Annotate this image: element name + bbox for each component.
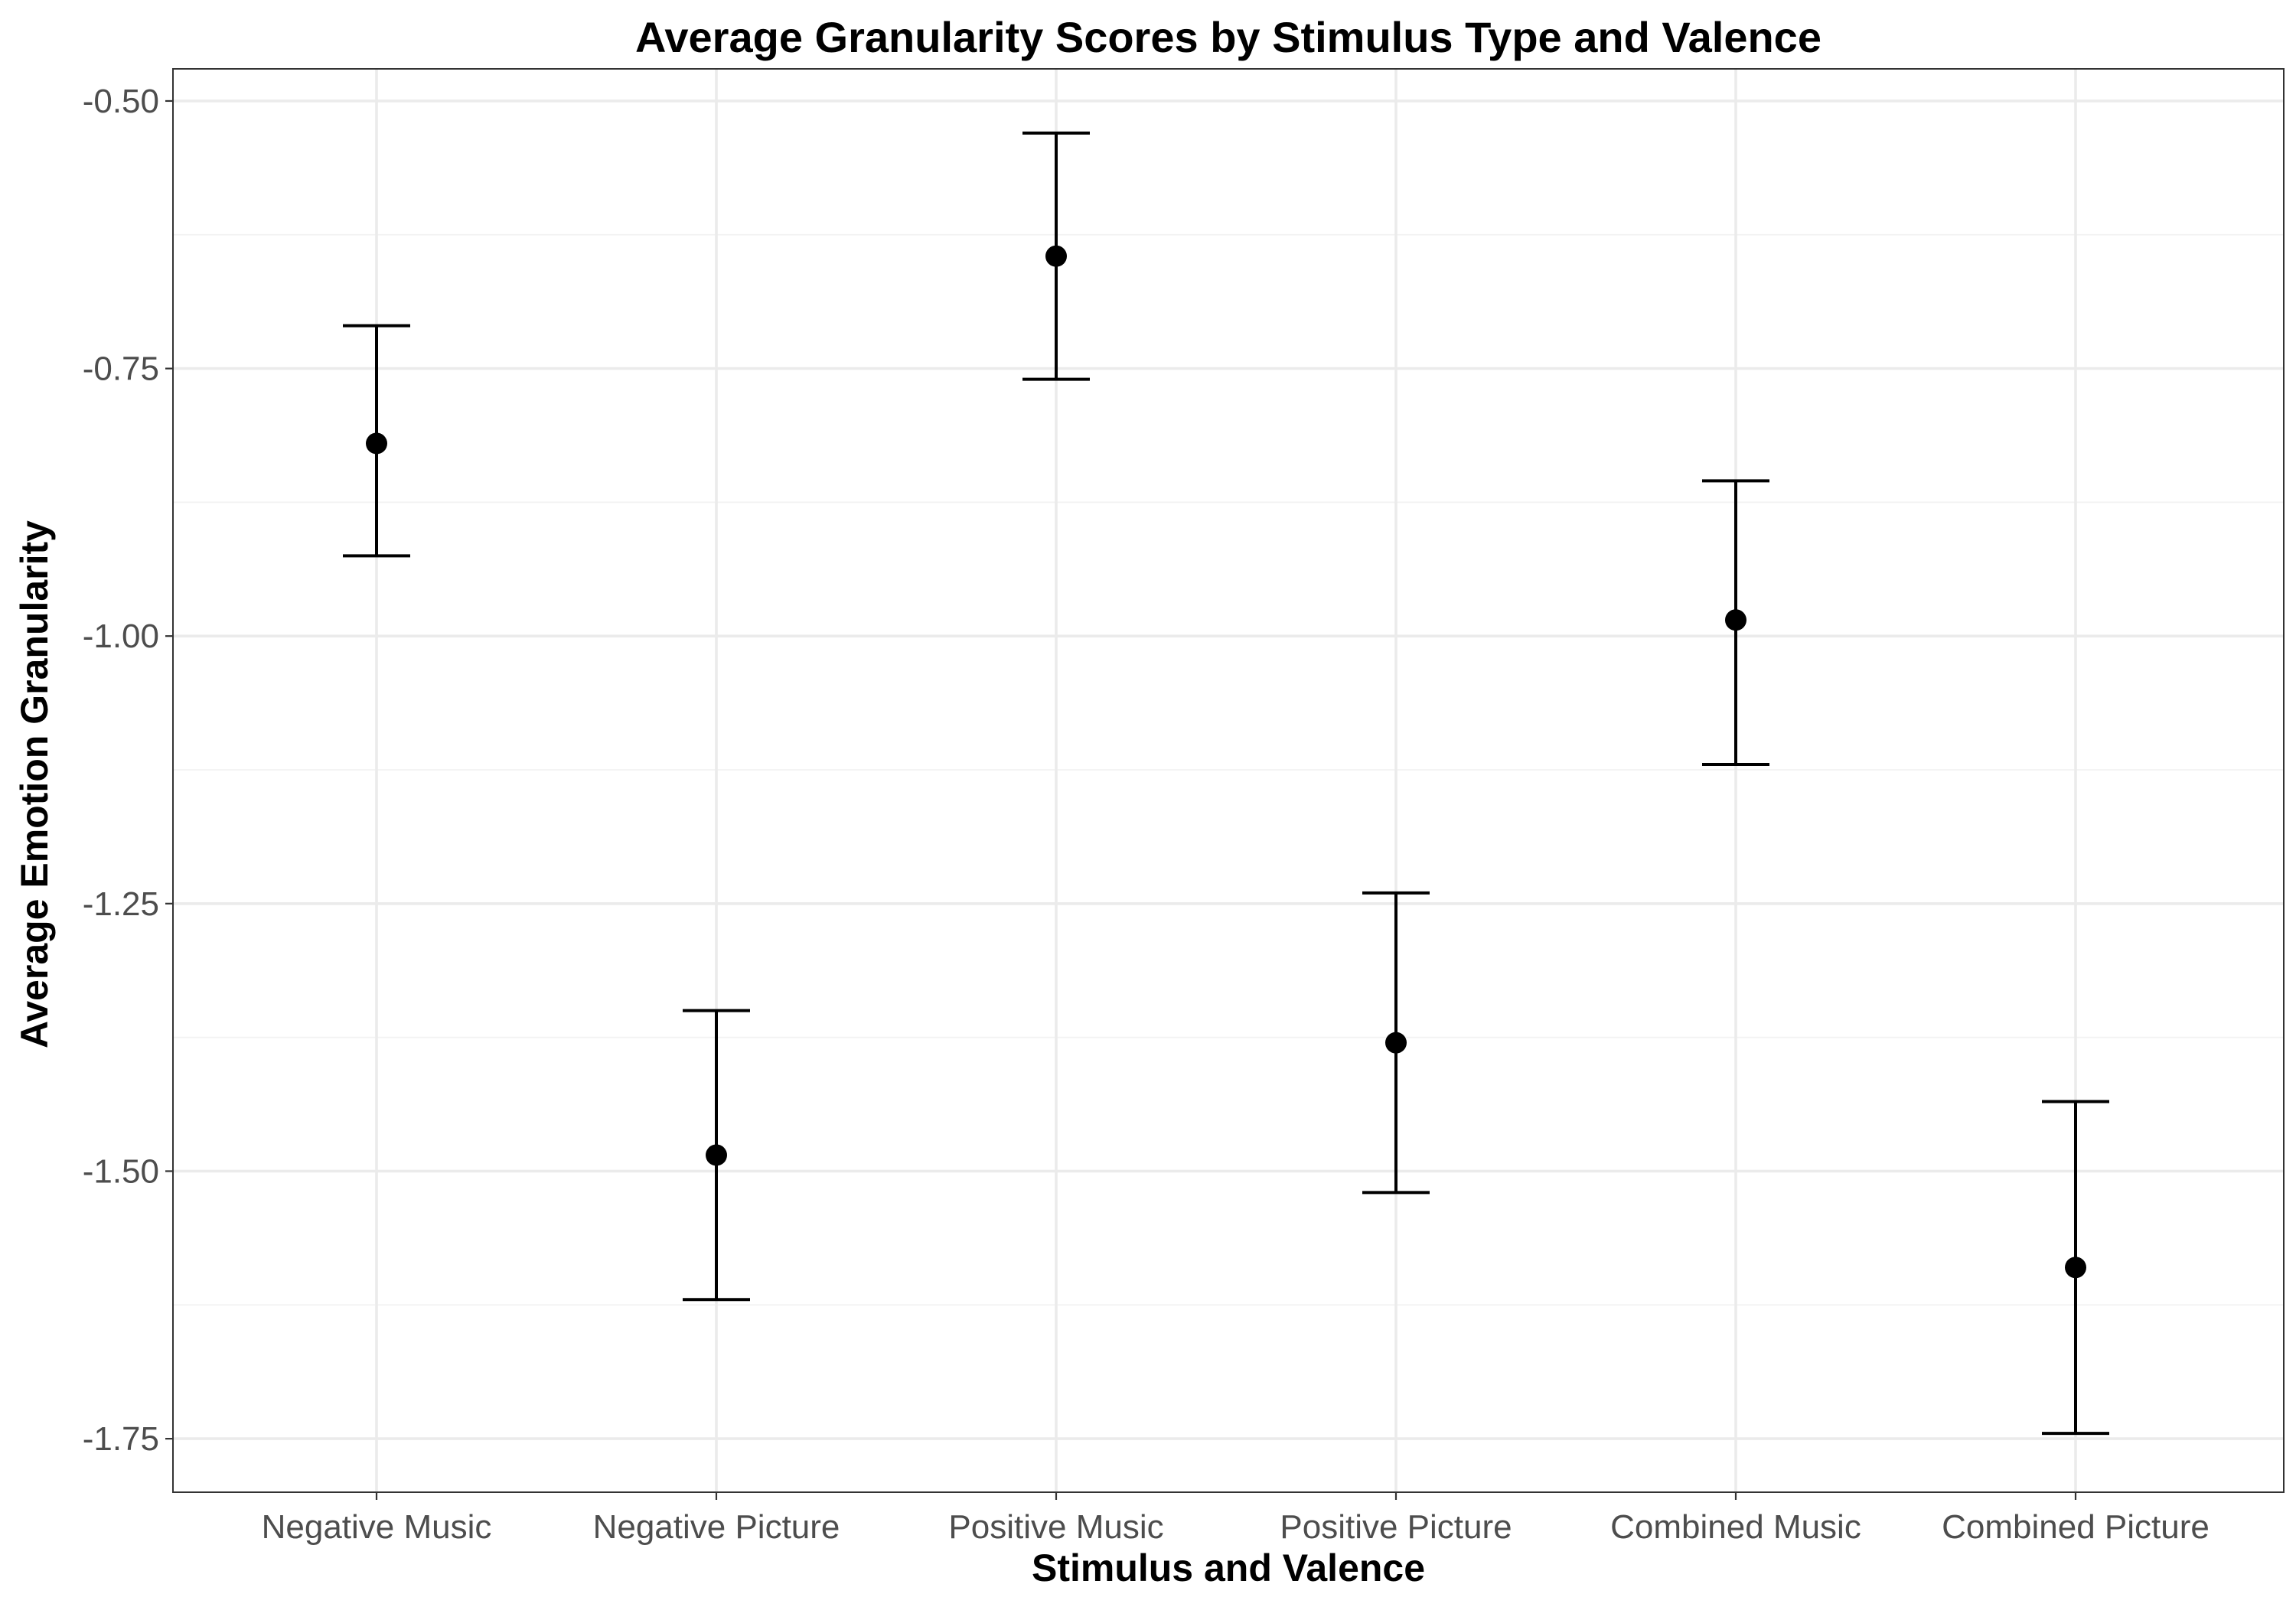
- data-point: [2065, 1257, 2086, 1279]
- data-point: [1385, 1032, 1407, 1054]
- data-marks: [343, 131, 2109, 1436]
- data-point: [1725, 609, 1746, 631]
- axis-ticks: -1.75 -1.50 -1.25 -1.00 -0.75 -0.50 Negative M…: [83, 83, 2210, 1546]
- x-tick-label: Negative Picture: [593, 1508, 840, 1546]
- x-tick-label: Combined Picture: [1942, 1508, 2210, 1546]
- y-tick-label: -1.50: [83, 1152, 159, 1190]
- y-axis-title: Average Emotion Granularity: [13, 520, 56, 1048]
- y-tick-label: -1.00: [83, 618, 159, 655]
- y-tick-label: -1.25: [83, 885, 159, 923]
- data-point: [706, 1144, 727, 1166]
- chart-title: Average Granularity Scores by Stimulus T…: [635, 13, 1821, 61]
- y-tick-label: -0.50: [83, 83, 159, 120]
- x-axis-title: Stimulus and Valence: [1032, 1547, 1425, 1589]
- y-tick-label: -0.75: [83, 350, 159, 388]
- x-tick-label: Negative Music: [262, 1508, 492, 1546]
- y-tick-label: -1.75: [83, 1420, 159, 1458]
- plot-panel-border: [172, 68, 2285, 1493]
- data-point: [1045, 245, 1067, 267]
- x-tick-label: Positive Picture: [1280, 1508, 1512, 1546]
- x-tick-label: Combined Music: [1610, 1508, 1861, 1546]
- data-point: [366, 432, 387, 455]
- x-tick-label: Positive Music: [948, 1508, 1163, 1546]
